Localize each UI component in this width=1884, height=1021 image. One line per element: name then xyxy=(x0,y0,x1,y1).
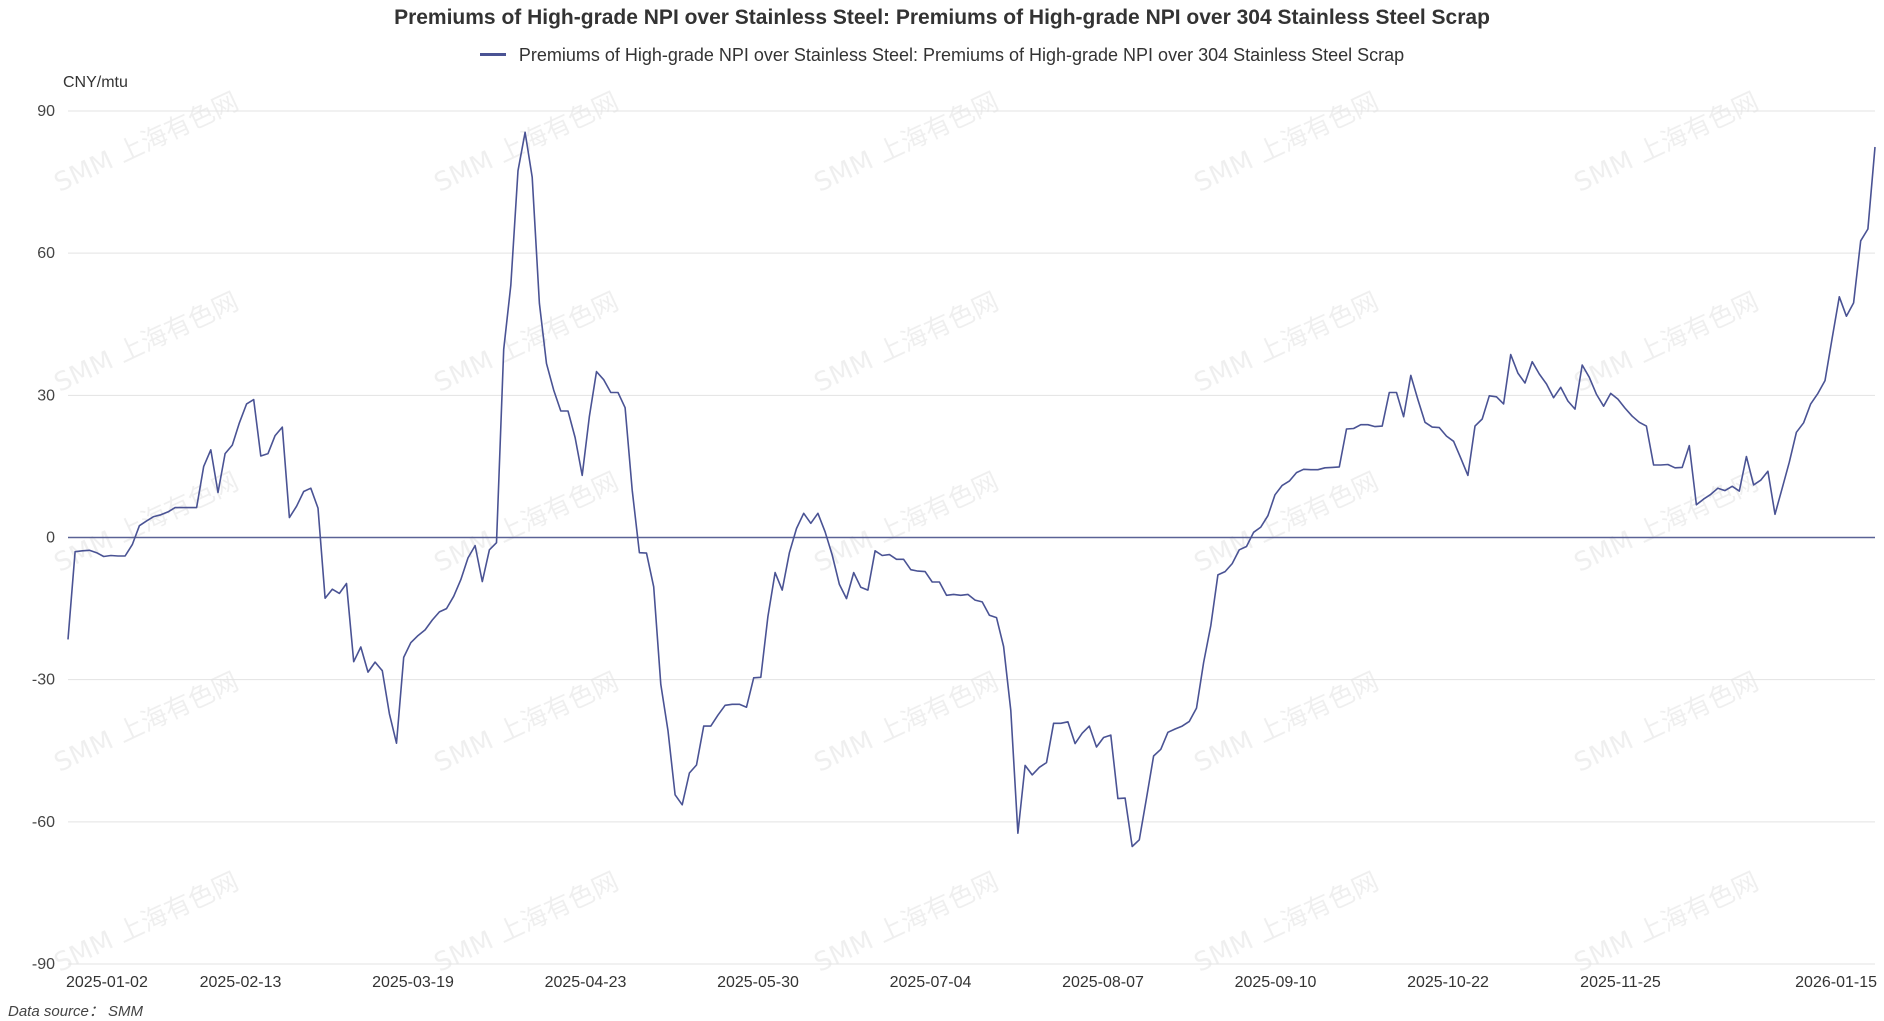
watermark-text: SMM 上海有色网 xyxy=(1190,467,1384,579)
y-tick-label: 60 xyxy=(37,245,55,262)
x-tick-label: 2025-11-25 xyxy=(1580,974,1661,991)
watermark-text: SMM 上海有色网 xyxy=(50,287,244,399)
series-layer xyxy=(67,131,1876,848)
watermark-text: SMM 上海有色网 xyxy=(1190,287,1384,399)
y-tick-label: 0 xyxy=(46,530,55,547)
data-source-label: Data source： xyxy=(8,1003,104,1020)
x-axis-ticks: 2025-01-02 2025-02-13 2025-03-19 2025-04-23… xyxy=(66,974,1877,991)
watermark-text: SMM 上海有色网 xyxy=(50,867,244,979)
watermark-text: SMM 上海有色网 xyxy=(810,287,1004,399)
watermark-text: SMM 上海有色网 xyxy=(430,867,624,979)
x-tick-label: 2025-01-02 xyxy=(66,974,148,991)
legend-label: Premiums of High-grade NPI over Stainles… xyxy=(518,45,1405,65)
data-source: Data source： SMM xyxy=(8,1000,143,1021)
watermark-layer: SMM 上海有色网 SMM 上海有色网 SMM 上海有色网 SMM 上海有色网 SMM … xyxy=(50,87,1764,979)
x-tick-label: 2025-02-13 xyxy=(200,974,282,991)
series-line xyxy=(67,131,1876,848)
x-tick-label: 2026-01-15 xyxy=(1795,974,1877,991)
y-axis-unit-label: CNY/mtu xyxy=(63,74,128,91)
watermark-text: SMM 上海有色网 xyxy=(810,87,1004,199)
watermark-text: SMM 上海有色网 xyxy=(430,467,624,579)
y-tick-label: -60 xyxy=(32,814,55,831)
y-axis-ticks: -90 -60 -30 0 30 60 90 xyxy=(32,103,55,973)
watermark-text: SMM 上海有色网 xyxy=(50,467,244,579)
y-tick-label: 90 xyxy=(37,103,55,120)
watermark-text: SMM 上海有色网 xyxy=(50,87,244,199)
watermark-text: SMM 上海有色网 xyxy=(810,667,1004,779)
y-tick-label: -90 xyxy=(32,956,55,973)
watermark-text: SMM 上海有色网 xyxy=(1570,87,1764,199)
watermark-text: SMM 上海有色网 xyxy=(430,667,624,779)
watermark-text: SMM 上海有色网 xyxy=(1570,467,1764,579)
watermark-text: SMM 上海有色网 xyxy=(1190,667,1384,779)
data-source-value: SMM xyxy=(108,1003,144,1020)
watermark-text: SMM 上海有色网 xyxy=(1190,87,1384,199)
grid-lines xyxy=(68,110,1875,965)
x-tick-label: 2025-10-22 xyxy=(1407,974,1489,991)
x-tick-label: 2025-03-19 xyxy=(372,974,454,991)
watermark-text: SMM 上海有色网 xyxy=(1190,867,1384,979)
watermark-text: SMM 上海有色网 xyxy=(50,667,244,779)
x-tick-label: 2025-07-04 xyxy=(890,974,972,991)
watermark-text: SMM 上海有色网 xyxy=(1570,867,1764,979)
watermark-text: SMM 上海有色网 xyxy=(810,867,1004,979)
y-tick-label: -30 xyxy=(32,672,55,689)
x-tick-label: 2025-08-07 xyxy=(1062,974,1144,991)
chart-title: Premiums of High-grade NPI over Stainles… xyxy=(394,6,1490,29)
x-tick-label: 2025-05-30 xyxy=(717,974,799,991)
watermark-text: SMM 上海有色网 xyxy=(1570,667,1764,779)
y-tick-label: 30 xyxy=(37,387,55,404)
x-tick-label: 2025-04-23 xyxy=(545,974,627,991)
watermark-text: SMM 上海有色网 xyxy=(1570,287,1764,399)
legend-swatch xyxy=(479,52,506,56)
x-tick-label: 2025-09-10 xyxy=(1235,974,1317,991)
legend[interactable]: Premiums of High-grade NPI over Stainles… xyxy=(0,45,1884,66)
watermark-text: SMM 上海有色网 xyxy=(810,467,1004,579)
